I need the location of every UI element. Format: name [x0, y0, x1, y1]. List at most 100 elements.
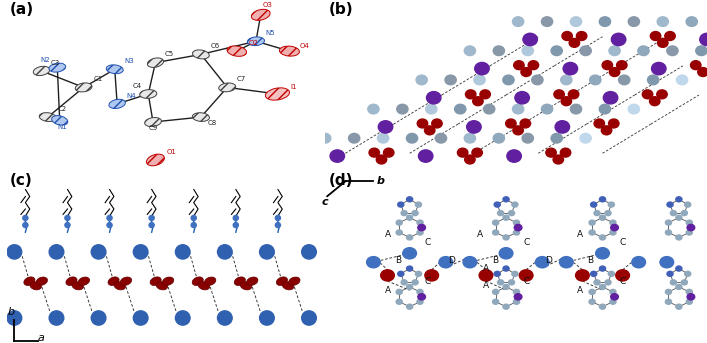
Circle shape: [513, 104, 524, 114]
Circle shape: [368, 104, 379, 114]
Ellipse shape: [140, 90, 157, 98]
Circle shape: [600, 304, 606, 309]
Circle shape: [403, 248, 416, 259]
Circle shape: [676, 266, 682, 271]
Circle shape: [407, 215, 413, 220]
Circle shape: [546, 148, 556, 157]
Text: B: B: [588, 256, 593, 265]
Circle shape: [632, 257, 645, 268]
Ellipse shape: [150, 277, 161, 285]
Text: B: B: [395, 256, 402, 265]
Circle shape: [580, 46, 591, 56]
Circle shape: [417, 119, 428, 128]
Circle shape: [419, 150, 433, 162]
Circle shape: [149, 223, 154, 228]
Circle shape: [642, 90, 653, 99]
Ellipse shape: [24, 277, 35, 285]
Circle shape: [508, 211, 515, 216]
Circle shape: [175, 245, 190, 259]
Circle shape: [493, 289, 498, 294]
Circle shape: [665, 230, 672, 235]
Circle shape: [191, 223, 197, 228]
Circle shape: [149, 215, 154, 221]
Circle shape: [605, 211, 611, 216]
Circle shape: [670, 211, 677, 216]
Circle shape: [417, 289, 423, 294]
Circle shape: [513, 126, 523, 135]
Circle shape: [687, 294, 695, 300]
Circle shape: [367, 257, 380, 268]
Circle shape: [499, 248, 513, 259]
Ellipse shape: [75, 83, 92, 92]
Ellipse shape: [156, 282, 168, 290]
Circle shape: [401, 211, 407, 216]
Circle shape: [218, 245, 232, 259]
Circle shape: [65, 223, 70, 228]
Text: A: A: [578, 286, 583, 295]
Circle shape: [407, 133, 418, 143]
Circle shape: [457, 148, 468, 157]
Circle shape: [589, 230, 595, 235]
Circle shape: [650, 97, 660, 106]
Ellipse shape: [108, 277, 119, 285]
Circle shape: [554, 90, 564, 99]
Circle shape: [493, 220, 498, 225]
Ellipse shape: [218, 83, 235, 92]
Circle shape: [396, 220, 402, 225]
Ellipse shape: [204, 277, 216, 285]
Circle shape: [609, 119, 619, 128]
Circle shape: [412, 280, 418, 285]
Circle shape: [610, 289, 616, 294]
Circle shape: [484, 104, 495, 114]
Circle shape: [513, 299, 520, 304]
Circle shape: [426, 92, 441, 104]
Circle shape: [396, 299, 402, 304]
Circle shape: [616, 270, 629, 281]
Circle shape: [551, 133, 562, 143]
Ellipse shape: [227, 46, 247, 56]
Circle shape: [686, 17, 697, 26]
Text: C: C: [425, 238, 431, 247]
Text: C2: C2: [57, 106, 66, 112]
Circle shape: [684, 202, 691, 207]
Circle shape: [638, 46, 649, 56]
Text: A: A: [385, 286, 390, 295]
Circle shape: [561, 97, 571, 106]
Circle shape: [401, 280, 407, 285]
Circle shape: [134, 245, 148, 259]
Circle shape: [605, 280, 611, 285]
Circle shape: [629, 104, 640, 114]
Circle shape: [594, 280, 600, 285]
Circle shape: [700, 33, 707, 46]
Text: C7: C7: [237, 76, 246, 82]
Circle shape: [407, 266, 413, 271]
Text: A: A: [578, 230, 583, 239]
Ellipse shape: [265, 88, 289, 100]
Circle shape: [580, 133, 591, 143]
Circle shape: [562, 32, 573, 40]
Circle shape: [600, 104, 611, 114]
Circle shape: [407, 197, 413, 202]
Circle shape: [609, 68, 620, 76]
Text: D: D: [448, 256, 455, 265]
Circle shape: [330, 150, 344, 162]
Ellipse shape: [240, 282, 252, 290]
Circle shape: [479, 270, 493, 281]
Ellipse shape: [192, 50, 209, 59]
Circle shape: [417, 220, 423, 225]
Circle shape: [513, 230, 520, 235]
Circle shape: [665, 32, 675, 40]
Text: C5: C5: [165, 51, 174, 57]
Circle shape: [417, 299, 423, 304]
Circle shape: [503, 266, 509, 271]
Ellipse shape: [163, 277, 174, 285]
Circle shape: [407, 235, 413, 240]
Text: A: A: [385, 230, 390, 239]
Circle shape: [417, 230, 423, 235]
Circle shape: [619, 75, 630, 85]
Circle shape: [503, 75, 514, 85]
Ellipse shape: [106, 65, 123, 74]
Circle shape: [561, 75, 572, 85]
Circle shape: [600, 235, 606, 240]
Circle shape: [594, 119, 604, 128]
